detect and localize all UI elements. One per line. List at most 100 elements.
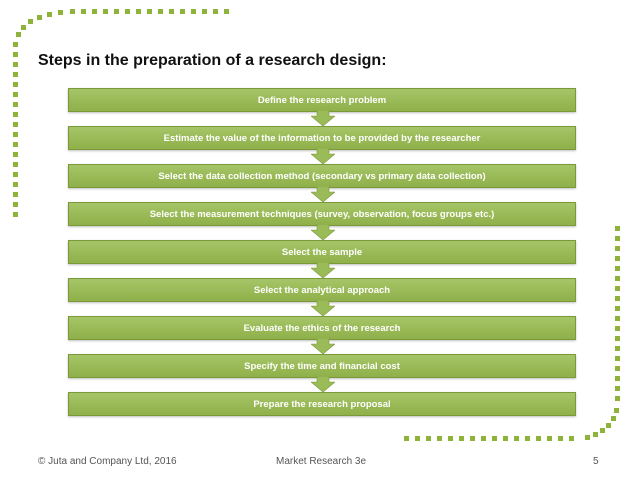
decorative-dot: [615, 276, 620, 281]
decorative-dot: [615, 246, 620, 251]
decorative-dot: [13, 62, 18, 67]
decorative-dot: [202, 9, 207, 14]
bottom-right-dotted-border: [404, 226, 620, 441]
decorative-dot: [615, 366, 620, 371]
slide-title: Steps in the preparation of a research d…: [38, 52, 387, 69]
decorative-dot: [92, 9, 97, 14]
decorative-dot: [125, 9, 130, 14]
down-arrow-icon: [311, 262, 335, 278]
decorative-dot: [593, 432, 598, 437]
down-arrow-icon: [311, 376, 335, 392]
decorative-dot: [213, 9, 218, 14]
decorative-dot: [611, 416, 616, 421]
down-arrow-icon: [311, 338, 335, 354]
decorative-dot: [448, 436, 453, 441]
step-box: Define the research problem: [68, 88, 576, 126]
decorative-dot: [547, 436, 552, 441]
decorative-dot: [47, 12, 52, 17]
decorative-dot: [70, 9, 75, 14]
decorative-dot: [558, 436, 563, 441]
decorative-dot: [28, 19, 33, 24]
decorative-dot: [606, 423, 611, 428]
decorative-dot: [81, 9, 86, 14]
decorative-dot: [615, 236, 620, 241]
decorative-dot: [481, 436, 486, 441]
decorative-dot: [13, 192, 18, 197]
flowchart: Define the research problem Estimate the…: [68, 88, 576, 416]
decorative-dot: [191, 9, 196, 14]
step-label: Specify the time and financial cost: [244, 361, 400, 372]
step-box: Select the analytical approach: [68, 278, 576, 316]
decorative-dot: [615, 356, 620, 361]
step-box: Prepare the research proposal: [68, 392, 576, 416]
decorative-dot: [114, 9, 119, 14]
decorative-dot: [13, 42, 18, 47]
decorative-dot: [536, 436, 541, 441]
decorative-dot: [615, 256, 620, 261]
decorative-dot: [615, 286, 620, 291]
decorative-dot: [585, 435, 590, 440]
decorative-dot: [224, 9, 229, 14]
decorative-dot: [525, 436, 530, 441]
decorative-dot: [459, 436, 464, 441]
down-arrow-icon: [311, 300, 335, 316]
decorative-dot: [13, 92, 18, 97]
decorative-dot: [180, 9, 185, 14]
decorative-dot: [615, 396, 620, 401]
decorative-dot: [37, 15, 42, 20]
decorative-dot: [16, 32, 21, 37]
down-arrow-icon: [311, 110, 335, 126]
decorative-dot: [21, 25, 26, 30]
step-label: Evaluate the ethics of the research: [243, 323, 401, 334]
step-label: Define the research problem: [257, 95, 387, 106]
decorative-dot: [615, 316, 620, 321]
decorative-dot: [415, 436, 420, 441]
decorative-dot: [615, 266, 620, 271]
step-box: Select the measurement techniques (surve…: [68, 202, 576, 240]
step-box: Specify the time and financial cost: [68, 354, 576, 392]
decorative-dot: [13, 162, 18, 167]
step-label: Select the analytical approach: [253, 285, 391, 296]
decorative-dot: [13, 132, 18, 137]
decorative-dot: [614, 408, 619, 413]
decorative-dot: [13, 202, 18, 207]
decorative-dot: [13, 112, 18, 117]
decorative-dot: [158, 9, 163, 14]
decorative-dot: [615, 306, 620, 311]
footer-book-title: Market Research 3e: [276, 456, 367, 467]
down-arrow-icon: [311, 148, 335, 164]
footer-page-number: 5: [593, 456, 599, 467]
decorative-dot: [13, 212, 18, 217]
decorative-dot: [615, 296, 620, 301]
step-box: Evaluate the ethics of the research: [68, 316, 576, 354]
decorative-dot: [600, 428, 605, 433]
decorative-dot: [103, 9, 108, 14]
decorative-dot: [404, 436, 409, 441]
decorative-dot: [13, 182, 18, 187]
decorative-dot: [169, 9, 174, 14]
decorative-dot: [13, 172, 18, 177]
top-left-dotted-border: [13, 9, 229, 217]
decorative-dot: [492, 436, 497, 441]
decorative-dot: [13, 52, 18, 57]
decorative-dot: [470, 436, 475, 441]
decorative-dot: [136, 9, 141, 14]
decorative-dot: [13, 102, 18, 107]
decorative-dot: [147, 9, 152, 14]
step-label: Select the sample: [281, 247, 363, 258]
down-arrow-icon: [311, 186, 335, 202]
decorative-dot: [569, 436, 574, 441]
decorative-dot: [615, 346, 620, 351]
decorative-dot: [13, 142, 18, 147]
down-arrow-icon: [311, 224, 335, 240]
decorative-dot: [615, 336, 620, 341]
step-box: Select the data collection method (secon…: [68, 164, 576, 202]
decorative-dot: [13, 82, 18, 87]
decorative-dot: [615, 376, 620, 381]
decorative-dot: [503, 436, 508, 441]
decorative-dot: [58, 10, 63, 15]
decorative-dot: [13, 152, 18, 157]
step-label: Estimate the value of the information to…: [163, 133, 481, 144]
